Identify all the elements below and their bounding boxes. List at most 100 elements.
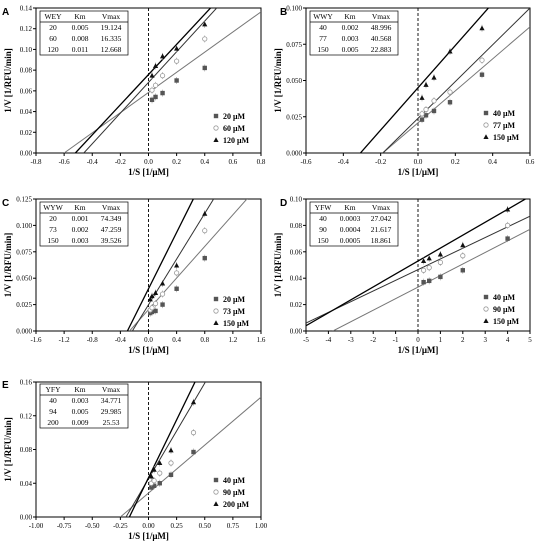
legend-marker — [213, 489, 219, 495]
data-point — [151, 466, 157, 472]
x-tick-label: 0.8 — [257, 158, 266, 166]
data-point — [504, 222, 511, 228]
table-cell: 200 — [47, 418, 59, 427]
x-tick-label: -0.6 — [59, 158, 71, 166]
legend-label: 20 μM — [223, 112, 246, 121]
x-tick-label: -1.2 — [59, 336, 71, 344]
table-header-cell: Km — [74, 203, 85, 212]
x-tick-label: 0.6 — [526, 158, 535, 166]
y-tick-label: 0.08 — [290, 222, 303, 230]
data-point — [438, 274, 443, 280]
table-cell: 40 — [49, 396, 57, 405]
table-header-cell: Km — [344, 12, 355, 21]
data-point — [427, 278, 432, 284]
x-tick-label: 0.00 — [142, 522, 155, 530]
table-cell: 0.0005 — [340, 236, 361, 245]
data-point — [202, 210, 208, 216]
table-cell: 0.008 — [72, 34, 89, 43]
table-cell: 47.259 — [101, 225, 122, 234]
table-cell: 20 — [49, 23, 57, 32]
y-tick-label: 0.025 — [16, 301, 32, 309]
table-cell: 21.617 — [371, 225, 392, 234]
y-tick-label: 0.02 — [20, 129, 33, 137]
data-point — [479, 25, 485, 31]
fit-line-1 — [382, 26, 530, 153]
data-point — [431, 74, 437, 80]
legend-marker — [213, 125, 219, 131]
fit-line-3 — [74, 8, 212, 153]
table-cell: 34.771 — [101, 396, 122, 405]
chart-panel-a: A -0.8 -0.6 -0.4 -0.2 0.0 0.2 0.4 0.6 0.8 0.00 0.02… — [2, 5, 266, 178]
x-tick-label: 0.0 — [144, 158, 153, 166]
table-cell: 0.0004 — [340, 225, 361, 234]
x-axis-label: 1/S [1/μM] — [128, 345, 169, 355]
fit-line-3 — [359, 8, 490, 153]
x-tick-label: 0.4 — [488, 158, 497, 166]
x-tick-label: -0.4 — [338, 158, 350, 166]
x-tick-label: -0.4 — [115, 336, 127, 344]
data-point — [160, 90, 165, 96]
x-tick-label: 1 — [439, 336, 443, 344]
y-tick-label: 0.00 — [290, 328, 303, 336]
legend-marker — [213, 137, 219, 142]
fit-line-2 — [131, 199, 215, 331]
x-tick-label: 0 — [416, 336, 420, 344]
x-tick-label: 1.2 — [229, 336, 238, 344]
y-tick-label: 0.100 — [16, 222, 32, 230]
x-tick-label: 0.0 — [144, 336, 153, 344]
data-point — [147, 296, 153, 302]
table-cell: 0.005 — [72, 23, 89, 32]
kinetics-table — [39, 383, 129, 429]
x-tick-label: -1.00 — [29, 522, 44, 530]
legend-label: 40 μM — [493, 293, 516, 302]
x-tick-label: -5 — [303, 336, 309, 344]
table-header-cell: Vmax — [372, 203, 391, 212]
y-tick-label: 0.050 — [286, 77, 302, 85]
x-axis-label: 1/S [1/μM] — [398, 345, 439, 355]
data-point — [190, 430, 197, 436]
fit-line-2 — [83, 8, 218, 153]
data-point — [151, 478, 157, 484]
data-point — [168, 447, 174, 453]
table-header-cell: WYW — [43, 203, 63, 212]
legend-marker — [213, 477, 219, 483]
table-cell: 0.003 — [342, 34, 359, 43]
x-tick-label: 0.6 — [229, 158, 238, 166]
data-point — [149, 309, 155, 315]
table-header-cell: Km — [344, 203, 355, 212]
x-axis-label: 1/S [1/μM] — [128, 167, 169, 177]
data-point — [202, 65, 207, 71]
table-cell: 12.668 — [101, 45, 122, 54]
data-point — [421, 258, 427, 264]
panel-label: C — [2, 198, 9, 209]
data-point — [174, 262, 180, 268]
legend-marker — [483, 134, 489, 139]
y-tick-label: 0.16 — [20, 379, 33, 387]
x-tick-label: 4 — [506, 336, 510, 344]
x-tick-label: 0.0 — [414, 158, 423, 166]
table-header-cell: Vmax — [102, 203, 121, 212]
x-tick-label: 0.2 — [451, 158, 460, 166]
data-point — [419, 95, 425, 100]
table-header-cell: WEY — [44, 12, 62, 21]
table-cell: 0.005 — [342, 45, 359, 54]
x-axis-label: 1/S [1/μM] — [398, 167, 439, 177]
data-point — [423, 113, 429, 118]
data-point — [460, 242, 466, 248]
data-point — [149, 97, 155, 103]
y-tick-label: 0.12 — [20, 25, 33, 33]
data-point — [157, 470, 163, 476]
y-tick-label: 0.14 — [20, 5, 33, 13]
data-point — [168, 472, 174, 478]
table-cell: 150 — [47, 236, 59, 245]
kinetics-table — [309, 201, 399, 247]
table-cell: 73 — [49, 225, 57, 234]
data-point — [149, 305, 155, 311]
data-point — [460, 268, 465, 273]
data-point — [159, 73, 166, 79]
x-tick-label: -0.8 — [30, 158, 42, 166]
table-cell: 77 — [319, 34, 327, 43]
data-point — [152, 300, 159, 307]
y-tick-label: 0.075 — [16, 248, 32, 256]
table-cell: 74.349 — [101, 214, 122, 223]
